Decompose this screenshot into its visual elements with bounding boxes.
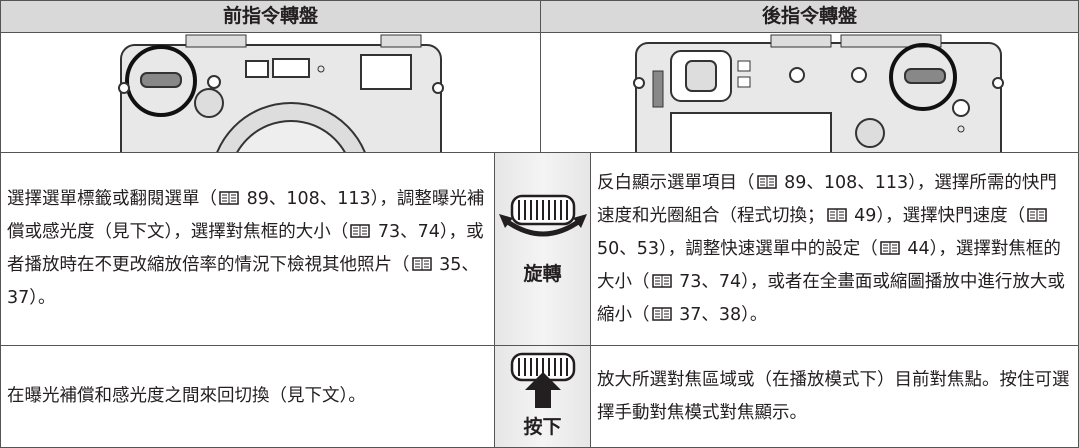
front-illustration <box>0 32 541 264</box>
text-part: 73、74），或者播放時在不更改縮放倍率的情況下檢視其他照片（ <box>7 222 484 275</box>
text-part: 反白顯示選單項目（ <box>597 172 755 193</box>
press-front-text: 在曝光補償和感光度之間來回切換（見下文）。 <box>0 345 495 448</box>
rotate-front-text: 選擇選單標籤或翻閱選單（ 89、108、113），調整曝光補償或感光度（見下文）… <box>0 152 495 346</box>
text-part: 49），選擇快門速度（ <box>848 205 1026 226</box>
paragraph: 選擇選單標籤或翻閱選單（ 89、108、113），調整曝光補償或感光度（見下文）… <box>7 183 488 315</box>
text-part: 44），選擇對焦框的大小（ <box>597 238 1061 292</box>
text-part: 在曝光補償和感光度之間來回切換（見下文）。 <box>7 386 366 406</box>
press-icon-cell: 按下 <box>494 345 591 448</box>
rotate-dial-icon <box>499 194 587 237</box>
page-ref-icon <box>880 240 900 255</box>
page-ref-icon <box>651 306 672 321</box>
press-label: 按下 <box>523 416 562 438</box>
camera-rear <box>633 34 1004 174</box>
paragraph: 反白顯示選單項目（ 89、108、113），選擇所需的快門速度和光圈組合（程式切… <box>597 167 1072 332</box>
page-ref-icon <box>756 174 777 189</box>
page-ref-icon <box>651 273 672 288</box>
text-part: 89、108、113），選擇所需的快門速度和光圈組合（程式切換； <box>597 172 1057 226</box>
press-dial-icon <box>510 352 576 408</box>
paragraph: 在曝光補償和感光度之間來回切換（見下文）。 <box>7 380 366 413</box>
page-ref-icon <box>1027 207 1047 222</box>
page-ref-icon <box>350 224 370 238</box>
page-ref-icon <box>411 257 432 271</box>
rotate-icon-cell: 旋轉 <box>494 152 591 346</box>
paragraph: 放大所選對焦區域或（在播放模式下）目前對焦點。按住可選擇手動對焦模式對焦顯示。 <box>597 364 1072 430</box>
press-rear-text: 放大所選對焦區域或（在播放模式下）目前對焦點。按住可選擇手動對焦模式對焦顯示。 <box>590 345 1079 448</box>
rotate-label: 旋轉 <box>523 263 562 285</box>
page-ref-icon <box>826 207 847 222</box>
text-part: 50、53），調整快速選單中的設定（ <box>597 238 878 259</box>
text-part: 89、108、113），調整曝光補償或感光度（見下文），選擇對焦框的大小（ <box>7 189 485 242</box>
text-part: 35、37）。 <box>7 255 479 308</box>
rotate-rear-text: 反白顯示選單項目（ 89、108、113），選擇所需的快門速度和光圈組合（程式切… <box>590 152 1079 346</box>
text-part: 73、74），或者在全畫面或縮圖播放中進行放大或縮小（ <box>597 271 1065 325</box>
camera-front <box>118 34 444 264</box>
text-part: 37、38）。 <box>673 304 768 325</box>
header-rear: 後指令轉盤 <box>540 0 1079 33</box>
text-part: 放大所選對焦區域或（在播放模式下）目前對焦點。按住可選擇手動對焦模式對焦顯示。 <box>597 369 1070 423</box>
header-front: 前指令轉盤 <box>0 0 541 33</box>
rear-illustration <box>540 32 1079 174</box>
text-part: 選擇選單標籤或翻閱選單（ <box>7 189 217 209</box>
page-ref-icon <box>219 191 239 205</box>
